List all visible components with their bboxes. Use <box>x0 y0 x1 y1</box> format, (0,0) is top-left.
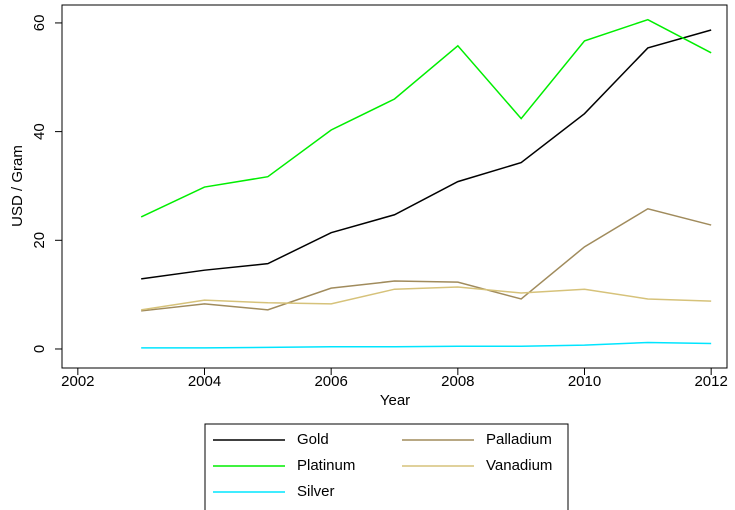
y-axis-label: USD / Gram <box>9 145 26 227</box>
series-line <box>141 286 712 311</box>
series-line <box>141 207 712 312</box>
x-tick-label: 2002 <box>61 373 94 390</box>
y-tick-label: 20 <box>31 232 48 249</box>
series-line <box>141 341 712 349</box>
legend-label: Vanadium <box>486 457 552 474</box>
legend-label: Platinum <box>297 457 355 474</box>
x-tick-label: 2012 <box>694 373 727 390</box>
y-tick-label: 0 <box>31 345 48 353</box>
legend-label: Palladium <box>486 431 552 448</box>
series-line <box>141 29 712 280</box>
y-tick-label: 40 <box>31 123 48 140</box>
x-tick-label: 2010 <box>568 373 601 390</box>
x-axis-label: Year <box>380 392 410 409</box>
legend-label: Gold <box>297 431 329 448</box>
legend-frame <box>204 423 569 510</box>
plot-frame <box>61 4 728 369</box>
y-tick-label: 60 <box>31 15 48 32</box>
x-tick-label: 2008 <box>441 373 474 390</box>
x-tick-label: 2004 <box>188 373 221 390</box>
series-line <box>140 18 712 218</box>
legend-label: Silver <box>297 483 335 500</box>
x-tick-label: 2006 <box>314 373 347 390</box>
